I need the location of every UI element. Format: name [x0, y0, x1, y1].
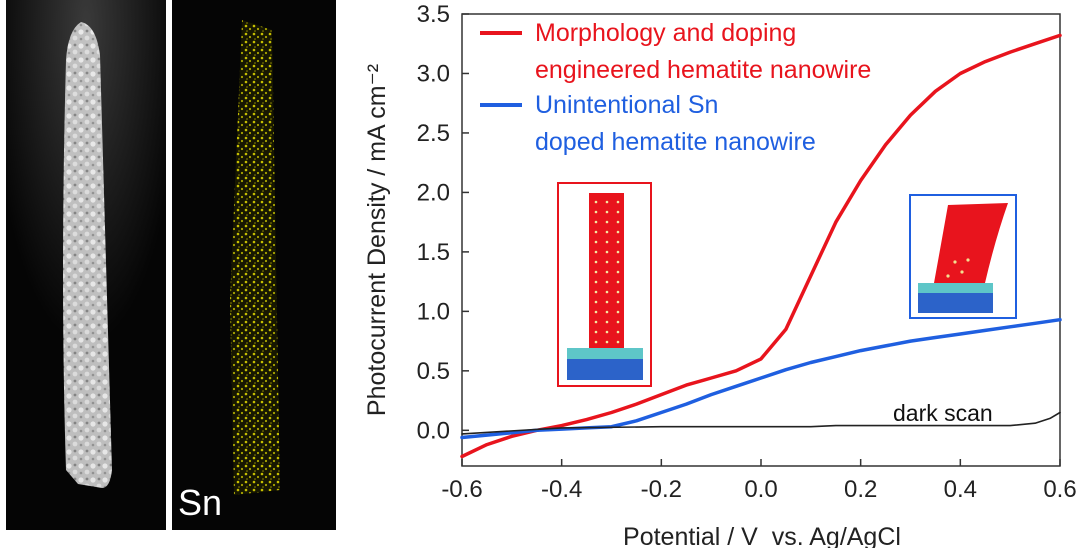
dopant-dot [594, 220, 598, 224]
legend: Morphology and doping engineered hematit… [480, 19, 871, 156]
x-tick-label: 0.0 [744, 476, 777, 503]
y-tick-label: 1.0 [417, 298, 450, 325]
dopant-dot [594, 260, 598, 264]
dopant-dot [594, 240, 598, 244]
y-tick-label: 2.0 [417, 179, 450, 206]
dopant-dot [616, 250, 620, 254]
sn-eds-map-image: Sn [172, 0, 336, 530]
dopant-dot [605, 230, 609, 234]
y-tick-label: 0.0 [417, 417, 450, 444]
y-tick-label: 0.5 [417, 358, 450, 385]
dopant-dot [594, 270, 598, 274]
dopant-dot [594, 210, 598, 214]
legend-label-red-line2: engineered hematite nanowire [535, 56, 871, 84]
dopant-dot [605, 260, 609, 264]
dopant-dot [605, 280, 609, 284]
dopant-dot [594, 230, 598, 234]
dopant-dot [616, 280, 620, 284]
dopant-dot [616, 330, 620, 334]
dopant-dot [616, 340, 620, 344]
dopant-dot [605, 250, 609, 254]
dopant-dot [594, 200, 598, 204]
x-tick-label: 0.4 [944, 476, 977, 503]
legend-label-red-line1: Morphology and doping [535, 19, 796, 47]
dopant-dot [616, 200, 620, 204]
sn-doped-nanowire-line [460, 317, 1062, 440]
dopant-dot [594, 280, 598, 284]
dopant-dot [605, 330, 609, 334]
straight-nanowire-inset [557, 182, 652, 387]
dopant-dot [605, 310, 609, 314]
dopant-dot [616, 220, 620, 224]
dopant-dot [594, 290, 598, 294]
dopant-dot [605, 340, 609, 344]
dopant-dot [616, 290, 620, 294]
dopant-dot [605, 270, 609, 274]
dopant-dot [616, 210, 620, 214]
dopant-dot [605, 240, 609, 244]
dopant-dot [616, 270, 620, 274]
dopant-dot [594, 310, 598, 314]
dopant-dot [594, 340, 598, 344]
y-tick-label: 3.5 [417, 1, 450, 28]
dopant-dot [616, 260, 620, 264]
tem-nanowire-image [6, 0, 166, 530]
sn-label: Sn [178, 482, 223, 523]
dark-scan-line [461, 411, 1061, 435]
dopant-dot [605, 200, 609, 204]
dopant-dot [616, 230, 620, 234]
y-tick-label: 2.5 [417, 120, 450, 147]
dopant-dot [605, 220, 609, 224]
dopant-dot [605, 290, 609, 294]
dopant-dot [605, 210, 609, 214]
x-tick-label: 0.6 [1043, 476, 1076, 503]
x-tick-label: -0.6 [441, 476, 482, 503]
dopant-dot [594, 330, 598, 334]
dark-scan-label: dark scan [893, 400, 993, 426]
x-tick-label: -0.2 [641, 476, 682, 503]
dopant-dot [594, 320, 598, 324]
dopant-dot [616, 300, 620, 304]
y-tick-label: 3.0 [417, 60, 450, 87]
legend-label-blue-line2: doped hematite nanowire [535, 128, 816, 156]
x-tick-label: -0.4 [541, 476, 582, 503]
x-axis-label: Potential / V vs. Ag/AgCl [623, 523, 901, 548]
y-axis-label: Photocurrent Density / mA cm⁻² [363, 64, 391, 416]
bent-nanowire-inset [909, 194, 1017, 319]
legend-label-blue-line1: Unintentional Sn [535, 91, 718, 119]
x-tick-label: 0.2 [844, 476, 877, 503]
dopant-dot [616, 320, 620, 324]
dopant-dot [616, 310, 620, 314]
dopant-dot [594, 300, 598, 304]
dopant-dot [594, 250, 598, 254]
dopant-dot [605, 320, 609, 324]
dopant-dot [605, 300, 609, 304]
engineered-nanowire-line [460, 33, 1062, 459]
y-tick-label: 1.5 [417, 239, 450, 266]
dopant-dot [616, 240, 620, 244]
